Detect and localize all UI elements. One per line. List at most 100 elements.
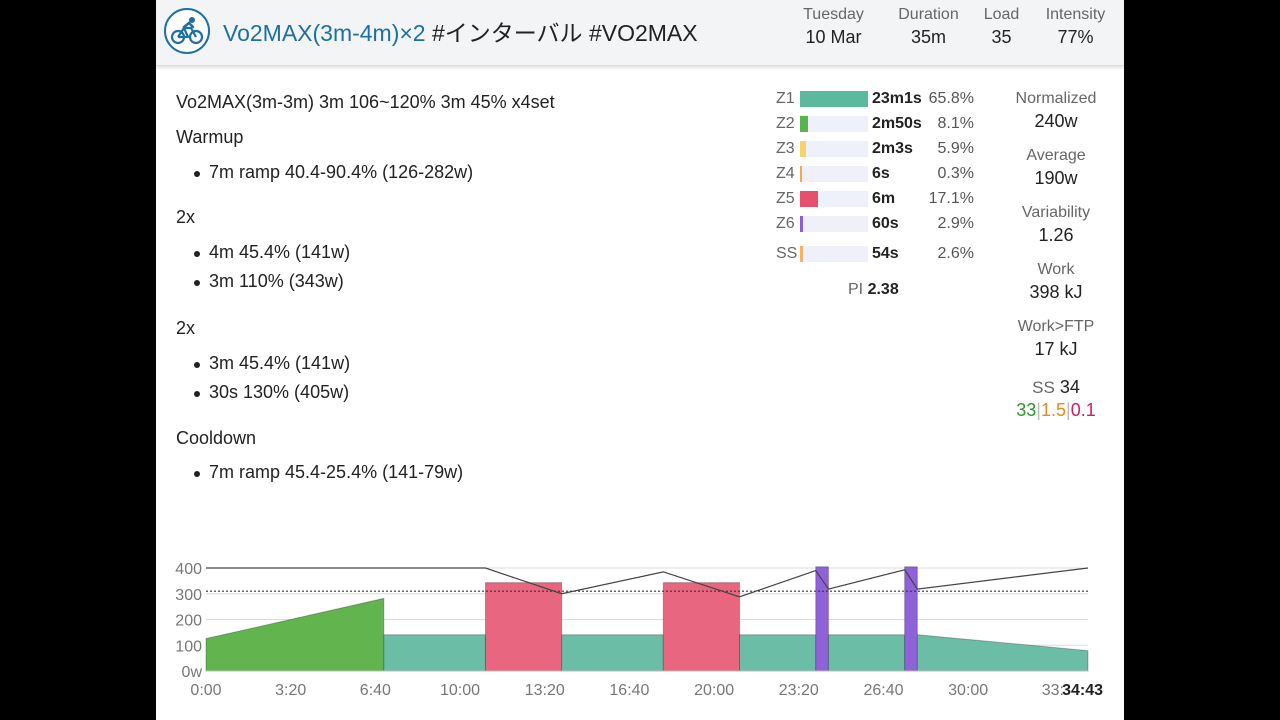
load-stat-label: Load — [983, 6, 1020, 23]
average-metric: Average 190w — [996, 147, 1116, 189]
date-stat-value: 10 Mar — [805, 27, 862, 47]
x-tick-label: 10:00 — [440, 682, 480, 699]
zone-time: 54s — [872, 245, 899, 262]
normalized-value: 240w — [1034, 111, 1078, 131]
set1-step: 4m 45.4% (141w) — [176, 242, 350, 263]
power-segment-z5 — [484, 582, 563, 672]
power-index: PI 2.38 — [848, 281, 899, 299]
zone-time: 6m — [872, 190, 896, 207]
power-segment-z1 — [383, 634, 486, 672]
average-value: 190w — [1034, 168, 1078, 188]
zone-percent: 2.9% — [937, 215, 974, 232]
zone-time: 2m3s — [872, 140, 913, 157]
work-above-ftp-value: 17 kJ — [1034, 339, 1078, 359]
workout-tags: #インターバル #VO2MAX — [425, 20, 698, 46]
intensity-stat-value: 77% — [1057, 27, 1094, 47]
zone-percent: 8.1% — [937, 115, 974, 132]
zone-bar-track — [800, 166, 868, 182]
power-segment-z1 — [827, 634, 906, 672]
work-label: Work — [1037, 261, 1075, 278]
date-stat-label: Tuesday — [803, 6, 864, 23]
workout-card: Vo2MAX(3m-4m)×2 #インターバル #VO2MAX Tuesday … — [156, 0, 1124, 720]
strain-score: SS 34 33|1.5|0.1 — [996, 377, 1116, 421]
zone-percent: 17.1% — [928, 190, 974, 207]
set1-label: 2x — [176, 207, 196, 227]
zone-name: Z1 — [776, 90, 795, 107]
duration-stat-label: Duration — [898, 6, 959, 23]
zone-percent: 5.9% — [937, 140, 974, 157]
zone-time: 6s — [872, 165, 890, 182]
duration-stat-value: 35m — [910, 27, 946, 47]
zone-bar-track — [800, 191, 868, 207]
normalized-metric: Normalized 240w — [996, 90, 1116, 132]
set1-step: 3m 110% (343w) — [176, 271, 344, 292]
warmup-label: Warmup — [176, 127, 244, 147]
x-tick-label: 13:20 — [525, 682, 565, 699]
zone-time: 23m1s — [872, 90, 922, 107]
normalized-label: Normalized — [1015, 90, 1097, 107]
zone-name: Z6 — [776, 215, 795, 232]
workout-summary: Vo2MAX(3m-3m) 3m 106~120% 3m 45% x4set — [176, 92, 555, 112]
date-stat: Tuesday 10 Mar — [796, 6, 871, 48]
y-tick-label: 0w — [182, 664, 203, 681]
workout-title[interactable]: Vo2MAX(3m-4m)×2 #インターバル #VO2MAX — [223, 14, 698, 48]
variability-metric: Variability 1.26 — [996, 204, 1116, 246]
zone-bar — [800, 141, 806, 157]
cooldown-label: Cooldown — [176, 428, 257, 448]
pi-label: PI — [848, 281, 864, 298]
set2-step: 30s 130% (405w) — [176, 382, 349, 403]
zone-bar — [800, 246, 803, 262]
power-segment-z5 — [662, 582, 741, 672]
work-metric: Work 398 kJ — [996, 261, 1116, 303]
cooldown-step: 7m ramp 45.4-25.4% (141-79w) — [176, 462, 463, 483]
ss-part-green: 33 — [1016, 400, 1037, 420]
variability-value: 1.26 — [1038, 225, 1074, 245]
y-tick-label: 300 — [175, 587, 202, 604]
zone-bar-track — [800, 216, 868, 232]
zone-name: Z3 — [776, 140, 795, 157]
zone-percent: 0.3% — [937, 165, 974, 182]
ss-value: 34 — [1059, 377, 1080, 397]
zone-percent: 2.6% — [937, 245, 974, 262]
zone-bar — [800, 216, 803, 232]
bicycle-icon — [164, 8, 210, 54]
x-tick-label: 6:40 — [360, 682, 391, 699]
power-segment-z6 — [815, 566, 829, 672]
ss-part-red: 0.1 — [1070, 400, 1096, 420]
wbal-line — [206, 567, 1089, 598]
zone-bar-track — [800, 246, 868, 262]
x-tick-label: 3:20 — [275, 682, 306, 699]
zone-bar — [800, 116, 808, 132]
workout-name: Vo2MAX(3m-4m)×2 — [223, 20, 426, 46]
x-tick-label: 16:40 — [609, 682, 649, 699]
x-tick-label: 20:00 — [694, 682, 734, 699]
zone-name: SS — [776, 245, 798, 262]
power-segment-z2 — [205, 597, 385, 672]
ss-breakdown: 33|1.5|0.1 — [996, 400, 1116, 421]
y-tick-label: 200 — [175, 613, 202, 630]
zone-percent: 65.8% — [928, 90, 974, 107]
zone-bar — [800, 191, 818, 207]
zone-bar — [800, 166, 802, 182]
work-above-ftp-label: Work>FTP — [1017, 318, 1095, 335]
duration-stat: Duration 35m — [891, 6, 966, 48]
workout-header: Vo2MAX(3m-4m)×2 #インターバル #VO2MAX Tuesday … — [156, 0, 1124, 66]
zone-bar-track — [800, 116, 868, 132]
variability-label: Variability — [1021, 204, 1091, 221]
x-tick-label: 0:00 — [190, 682, 221, 699]
power-segment-z6 — [904, 566, 918, 672]
power-segment-z1 — [561, 634, 664, 672]
power-chart[interactable]: 400 300 200 100 0w0:00 3:20 6:40 10:00 13:20 16:4… — [156, 555, 1124, 705]
zone-bar-track — [800, 141, 868, 157]
zone-time: 2m50s — [872, 115, 922, 132]
intensity-stat: Intensity 77% — [1038, 6, 1113, 48]
x-end-label: 34:43 — [1062, 682, 1103, 699]
y-tick-label: 400 — [175, 561, 202, 578]
zone-bar-track — [800, 91, 868, 107]
set2-step: 3m 45.4% (141w) — [176, 353, 350, 374]
intensity-stat-label: Intensity — [1045, 6, 1106, 23]
average-label: Average — [1026, 147, 1086, 164]
x-tick-label: 33: — [1042, 682, 1064, 699]
x-tick-label: 30:00 — [948, 682, 988, 699]
ss-separator: | — [1066, 400, 1071, 420]
